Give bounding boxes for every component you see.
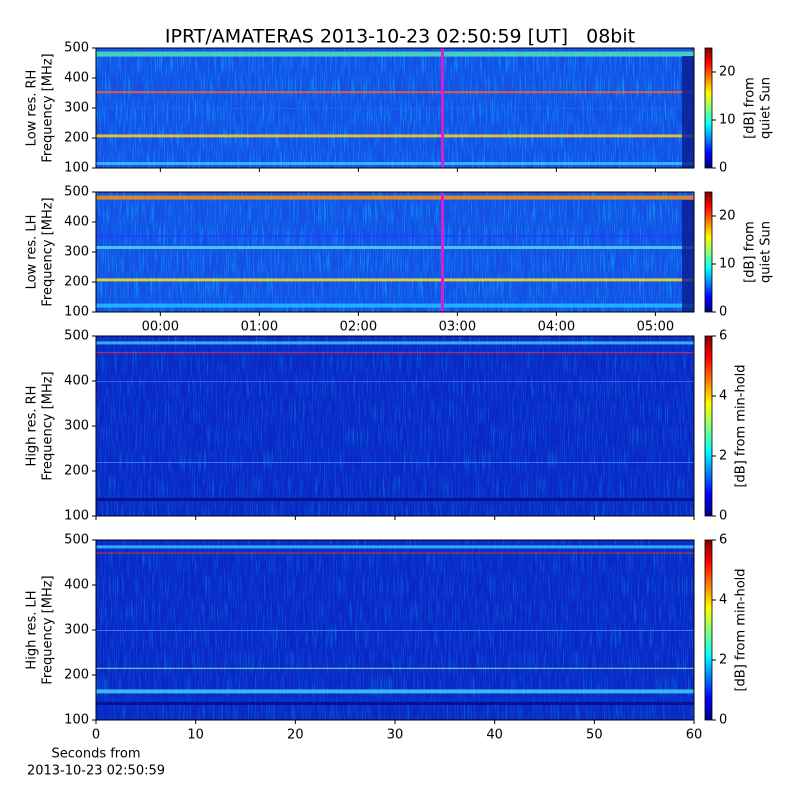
spectral-band (96, 195, 694, 200)
y-tick-label: 500 (64, 185, 89, 200)
x-axis-label: 2013-10-23 02:50:59 (27, 764, 165, 779)
x-tick-label: 0 (92, 728, 100, 743)
y-tick-label: 500 (64, 533, 89, 548)
x-tick-label: 10 (187, 728, 204, 743)
spectral-band (96, 134, 694, 138)
x-tick-label: 40 (486, 728, 503, 743)
colorbar-label: [dB] from min-hold (734, 364, 749, 487)
y-tick-label: 200 (64, 275, 89, 290)
x-tick-label: 05:00 (637, 320, 674, 335)
y-tick-label: 100 (64, 161, 89, 176)
x-tick-label: 60 (686, 728, 703, 743)
colorbar-tick-label: 10 (719, 257, 736, 272)
y-tick-label: 500 (64, 41, 89, 56)
colorbar-tick-label: 10 (719, 113, 736, 128)
colorbar-tick-label: 2 (719, 449, 727, 464)
y-tick-label: 300 (64, 101, 89, 116)
x-tick-label: 02:00 (340, 320, 377, 335)
colorbar-label: [dB] from (743, 221, 758, 283)
y-axis-label: High res. RH (25, 386, 40, 467)
x-tick-label: 03:00 (439, 320, 476, 335)
data-gap (682, 200, 694, 312)
y-axis-label: Frequency [MHz] (41, 53, 56, 162)
spectral-band (96, 689, 694, 694)
y-tick-label: 200 (64, 131, 89, 146)
x-tick-label: 01:00 (241, 320, 278, 335)
spectral-band (96, 667, 694, 669)
colorbar-tick-label: 6 (719, 329, 727, 344)
spectral-band (96, 303, 694, 308)
colorbar-label: quiet Sun (759, 77, 774, 139)
spectral-band (96, 498, 694, 501)
y-tick-label: 400 (64, 215, 89, 230)
spectral-band (96, 352, 694, 354)
spectral-band (96, 235, 694, 238)
y-tick-label: 300 (64, 419, 89, 434)
colorbar-tick-label: 4 (719, 593, 727, 608)
colorbar-label: [dB] from (743, 77, 758, 139)
x-tick-label: 00:00 (142, 320, 179, 335)
y-tick-label: 400 (64, 578, 89, 593)
y-axis-label: Frequency [MHz] (41, 197, 56, 306)
colorbar-tick-label: 6 (719, 533, 727, 548)
colorbar-label: quiet Sun (759, 221, 774, 283)
spectrogram-texture (96, 336, 694, 516)
y-axis-label: Frequency [MHz] (41, 575, 56, 684)
colorbar (704, 47, 713, 169)
spectral-band (96, 91, 694, 94)
spectral-band (96, 108, 694, 109)
x-tick-label: 04:00 (538, 320, 575, 335)
y-tick-label: 400 (64, 71, 89, 86)
colorbar (704, 539, 713, 721)
y-axis-label: Low res. RH (25, 70, 40, 147)
y-tick-label: 100 (64, 305, 89, 320)
spectral-band (96, 462, 694, 463)
data-gap (682, 56, 694, 168)
colorbar (704, 191, 713, 313)
spectral-band (96, 246, 694, 249)
colorbar-tick-label: 0 (719, 161, 727, 176)
y-axis-label: Frequency [MHz] (41, 371, 56, 480)
colorbar (704, 335, 713, 517)
y-tick-label: 200 (64, 464, 89, 479)
spectral-band (96, 545, 694, 549)
y-tick-label: 100 (64, 713, 89, 728)
y-tick-label: 200 (64, 668, 89, 683)
spectrogram-texture (96, 192, 694, 312)
colorbar-tick-label: 0 (719, 305, 727, 320)
colorbar-label: [dB] from min-hold (734, 568, 749, 691)
x-tick-label: 50 (586, 728, 603, 743)
spectral-band (96, 702, 694, 705)
colorbar-tick-label: 0 (719, 509, 727, 524)
y-tick-label: 300 (64, 245, 89, 260)
y-tick-label: 500 (64, 329, 89, 344)
colorbar-tick-label: 20 (719, 209, 736, 224)
spectral-band (96, 381, 694, 382)
y-axis-label: Low res. LH (25, 215, 40, 290)
spectral-band (96, 552, 694, 554)
spectral-band (96, 51, 694, 57)
spectral-band (96, 341, 694, 345)
x-tick-label: 20 (287, 728, 304, 743)
colorbar-tick-label: 2 (719, 653, 727, 668)
colorbar-tick-label: 4 (719, 389, 727, 404)
spectral-band (96, 278, 694, 282)
spectral-band (96, 630, 694, 631)
spectral-band (96, 162, 694, 165)
x-axis-label: Seconds from (51, 747, 140, 762)
colorbar-tick-label: 20 (719, 65, 736, 80)
y-tick-label: 300 (64, 623, 89, 638)
colorbar-tick-label: 0 (719, 713, 727, 728)
figure-title: IPRT/AMATERAS 2013-10-23 02:50:59 [UT] 0… (165, 26, 635, 48)
x-tick-label: 30 (387, 728, 404, 743)
y-tick-label: 400 (64, 374, 89, 389)
y-tick-label: 100 (64, 509, 89, 524)
y-axis-label: High res. LH (25, 590, 40, 669)
